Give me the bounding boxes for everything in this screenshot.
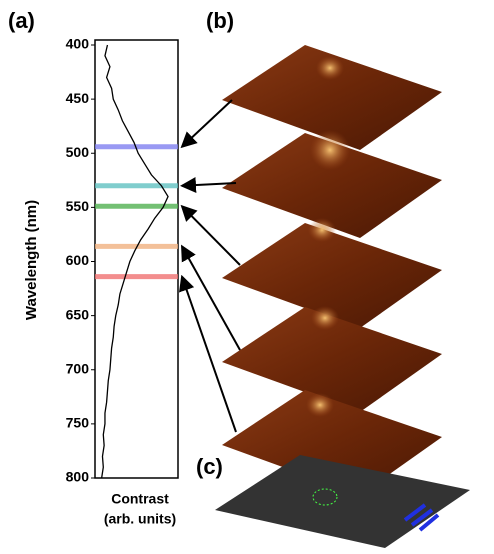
scale-marks xyxy=(403,503,440,532)
image-c xyxy=(215,455,470,548)
y-tick-label: 450 xyxy=(66,90,90,106)
panel-label: (c) xyxy=(196,454,223,479)
surface-plate xyxy=(222,307,442,412)
surface-plate xyxy=(222,133,442,238)
surface-plate xyxy=(222,45,442,150)
surface-peak xyxy=(311,306,339,330)
arrow xyxy=(181,244,241,351)
surface-plate xyxy=(222,223,442,328)
y-tick-label: 600 xyxy=(66,252,90,268)
surface-plate xyxy=(222,390,442,495)
panel-label: (b) xyxy=(206,8,234,33)
y-tick-label: 500 xyxy=(66,144,90,160)
surface-peak xyxy=(316,56,344,80)
panel-label: (a) xyxy=(8,8,35,33)
y-tick-label: 800 xyxy=(66,469,90,485)
circle-marker xyxy=(312,488,338,506)
spectrum-line xyxy=(100,44,169,479)
surface-peak xyxy=(306,393,334,417)
y-tick-label: 650 xyxy=(66,306,90,322)
arrow xyxy=(179,274,237,433)
arrow xyxy=(180,177,237,194)
surface-peak xyxy=(308,218,336,242)
axis-title: Wavelength (nm) xyxy=(23,200,40,320)
arrow xyxy=(180,204,241,266)
plot-frame xyxy=(94,39,179,479)
y-tick-label: 700 xyxy=(66,360,90,376)
axis-title: (arb. units) xyxy=(104,511,176,527)
surface-plots xyxy=(222,45,442,495)
y-tick-label: 750 xyxy=(66,415,90,431)
arrow xyxy=(180,99,233,149)
y-tick-label: 400 xyxy=(66,36,90,52)
y-tick-label: 550 xyxy=(66,198,90,214)
surface-peak xyxy=(310,130,350,170)
axis-title: Contrast xyxy=(111,491,169,507)
